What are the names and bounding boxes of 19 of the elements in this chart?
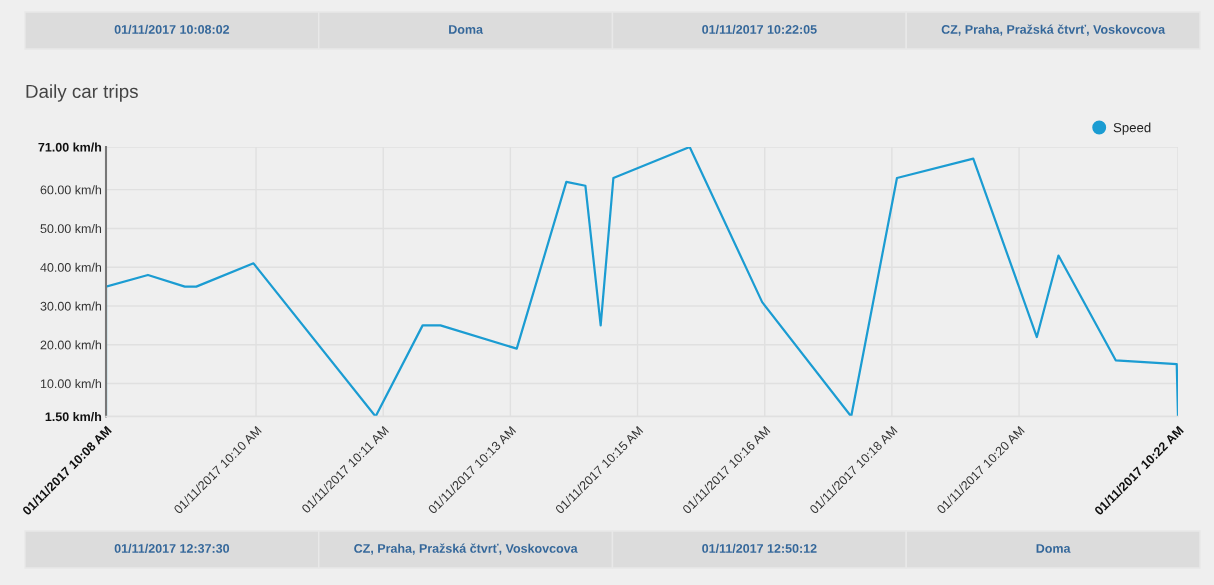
y-tick-label: 30.00 km/h bbox=[40, 301, 102, 311]
y-tick-label: 40.00 km/h bbox=[40, 262, 102, 272]
text: 01/11/2017 10:22:05 bbox=[702, 24, 817, 34]
chart-title: Daily car trips bbox=[26, 84, 138, 102]
text: CZ, Praha, Pražská čtvrť, Voskovcova bbox=[941, 24, 1166, 36]
y-tick-label: 60.00 km/h bbox=[40, 185, 102, 195]
text: Doma bbox=[1036, 544, 1071, 553]
y-tick-label: 50.00 km/h bbox=[40, 223, 102, 234]
y-tick-label: 10.00 km/h bbox=[40, 379, 102, 389]
legend-label: Speed bbox=[1113, 122, 1151, 135]
text: 01/11/2017 10:08:02 bbox=[114, 24, 230, 34]
y-tick-label: 20.00 km/h bbox=[40, 340, 102, 350]
y-tick-label: 1.50 km/h bbox=[45, 411, 102, 422]
y-tick-label: 71.00 km/h bbox=[38, 142, 102, 152]
line-series bbox=[106, 147, 1178, 417]
text: CZ, Praha, Pražská čtvrť, Voskovcova bbox=[354, 543, 578, 555]
text: 01/11/2017 12:37:30 bbox=[114, 543, 230, 553]
text: Doma bbox=[449, 25, 484, 34]
text: 01/11/2017 12:50:12 bbox=[702, 543, 817, 553]
